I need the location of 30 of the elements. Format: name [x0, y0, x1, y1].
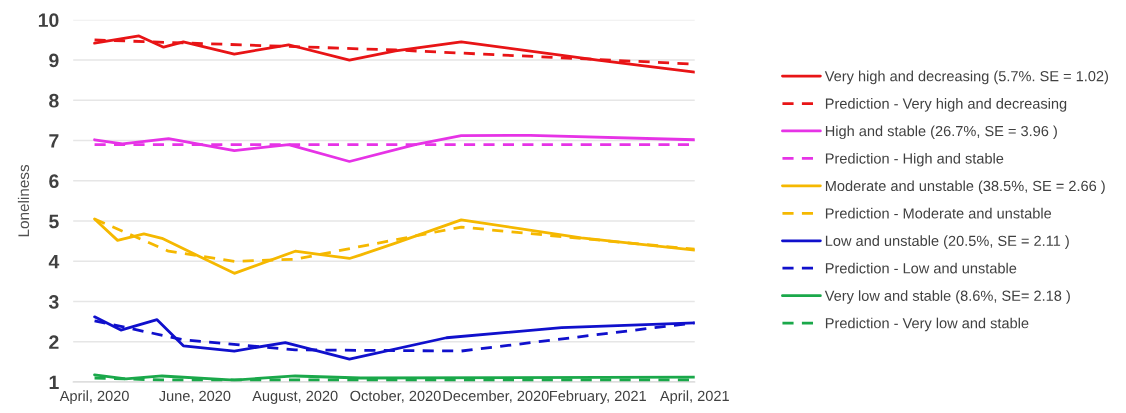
y-tick-label: 2	[49, 335, 59, 349]
x-tick-label: April, 2021	[659, 390, 729, 404]
y-tick-label: 8	[49, 93, 59, 108]
x-tick-label: October, 2020	[350, 390, 441, 403]
y-tick-label: 1	[49, 375, 59, 390]
x-tick-label: June, 2020	[159, 390, 231, 403]
legend-label: Prediction - Very high and decreasing	[825, 98, 1067, 112]
x-tick-label: December, 2020	[443, 390, 549, 403]
line-series	[93, 34, 695, 74]
y-tick-label: 5	[49, 214, 59, 229]
y-tick-label: 9	[49, 53, 59, 68]
legend-label: Prediction - Low and unstable	[825, 262, 1017, 274]
legend-label: Very low and stable (8.6%, SE= 2.18 )	[824, 290, 1070, 304]
legend-label: Prediction - Moderate and unstable	[825, 207, 1052, 219]
legend-label: Low and unstable (20.5%, SE = 2.11 )	[825, 235, 1069, 249]
legend-label: Prediction - High and stable	[825, 152, 1004, 167]
y-tick-label: 6	[49, 174, 59, 189]
legend-label: Moderate and unstable (38.5%, SE = 2.66 )	[825, 180, 1105, 194]
y-axis-title: Loneliness	[17, 164, 30, 237]
y-tick-label: 3	[48, 295, 59, 309]
x-tick-label: February, 2021	[550, 390, 646, 404]
line-series	[93, 133, 695, 163]
y-tick-label: 7	[49, 134, 59, 148]
legend-label: Very high and decreasing (5.7%. SE = 1.02)	[824, 70, 1108, 85]
x-tick-label: August, 2020	[252, 390, 338, 404]
y-tick-label: 10	[38, 13, 59, 28]
legend-label: High and stable (26.7%, SE = 3.96 )	[825, 125, 1057, 140]
y-tick-label: 4	[48, 254, 60, 269]
legend-label: Prediction - Very low and stable	[825, 317, 1029, 332]
x-tick-label: April, 2020	[59, 390, 129, 404]
